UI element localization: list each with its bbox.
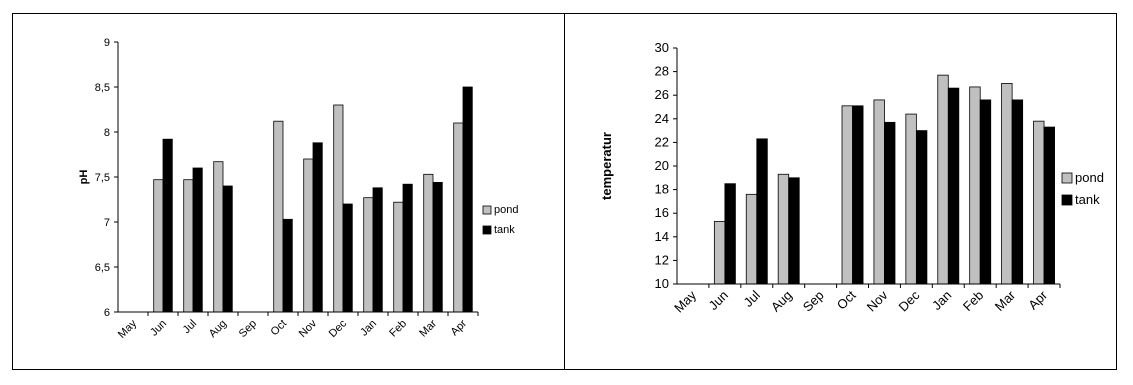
temp-x-tick-label: Aug <box>768 288 795 315</box>
ph-y-tick-label: 8,5 <box>95 82 110 94</box>
ph-bar-pond-nov <box>303 158 314 313</box>
temp-bar-tank-aug <box>788 177 800 285</box>
temp-bar-pond-aug <box>777 173 790 285</box>
ph-y-axis-title: pH <box>78 170 90 185</box>
ph-bar-pond-feb <box>393 201 404 313</box>
ph-bar-pond-jul <box>183 179 194 313</box>
temp-x-tick-label: Jul <box>741 287 763 309</box>
temp-bar-pond-nov <box>873 99 885 285</box>
temp-x-tick-label: Jun <box>706 288 731 313</box>
ph-x-tick-label: Aug <box>207 318 229 340</box>
temp-y-tick-label: 10 <box>655 276 669 291</box>
temp-bar-tank-jan <box>947 87 960 285</box>
ph-x-tick-label: Dec <box>327 317 350 340</box>
ph-x-tick-label: Nov <box>297 317 320 340</box>
temp-bar-tank-oct <box>852 105 864 285</box>
temp-x-tick-label: Apr <box>1025 287 1050 312</box>
ph-legend-label-pond: pond <box>494 204 518 216</box>
ph-bar-tank-jun <box>162 138 173 313</box>
temp-y-tick-label: 14 <box>655 229 669 244</box>
ph-bar-pond-jun <box>153 179 164 313</box>
temp-x-tick-label: Feb <box>960 288 986 314</box>
ph-x-tick-label: Mar <box>417 317 439 339</box>
temp-y-tick-label: 16 <box>655 205 669 220</box>
temp-y-tick-label: 18 <box>655 182 669 197</box>
temp-y-tick-label: 30 <box>655 40 669 55</box>
ph-x-tick-label: May <box>116 317 140 341</box>
ph-legend-label-tank: tank <box>494 224 515 236</box>
temp-bar-tank-mar <box>1011 99 1024 285</box>
ph-x-tick-label: Sep <box>237 318 259 340</box>
temp-y-tick-label: 22 <box>655 134 669 149</box>
temp-x-tick-label: Sep <box>800 288 827 315</box>
ph-legend-swatch-tank <box>482 225 492 235</box>
temp-bar-pond-mar <box>1001 83 1013 285</box>
ph-bar-tank-jul <box>192 167 203 313</box>
ph-chart-panel: 6 6,5 7 7,5 8 8,5 9 May Jun Jul Aug Sep Oct Nov Dec Jan… <box>12 13 565 370</box>
ph-x-tick-label: Jun <box>148 318 169 339</box>
temp-x-tick-label: Jan <box>929 288 954 313</box>
temp-bar-tank-apr <box>1043 126 1055 285</box>
ph-y-tick-label: 7,5 <box>95 172 110 184</box>
ph-x-tick-label: Oct <box>269 318 290 339</box>
temp-y-tick-label: 12 <box>655 252 669 267</box>
temp-y-tick-label: 20 <box>655 158 669 173</box>
ph-y-tick-label: 7 <box>104 217 110 229</box>
temp-bar-pond-jul <box>745 193 758 285</box>
temp-bar-tank-dec <box>915 130 928 285</box>
temp-bar-pond-feb <box>969 86 981 285</box>
temp-bar-pond-oct <box>841 105 853 285</box>
temp-bar-pond-dec <box>905 113 917 285</box>
temp-legend-label-pond: pond <box>1075 170 1104 185</box>
temp-x-tick-label: May <box>671 287 699 315</box>
ph-chart: 6 6,5 7 7,5 8 8,5 9 May Jun Jul Aug Sep Oct Nov Dec Jan… <box>78 37 518 341</box>
ph-x-tick-label: Jan <box>358 318 379 339</box>
ph-bar-tank-jan <box>372 187 383 313</box>
ph-bar-pond-mar <box>423 173 434 313</box>
temp-y-tick-label: 26 <box>655 87 669 102</box>
ph-bar-pond-jan <box>363 197 374 313</box>
ph-bar-tank-nov <box>312 142 323 313</box>
temp-bar-pond-jan <box>937 74 949 285</box>
temp-x-tick-label: Mar <box>992 287 1019 314</box>
ph-bar-pond-apr <box>453 122 464 313</box>
ph-bar-tank-apr <box>462 86 473 313</box>
ph-bar-tank-feb <box>402 183 413 313</box>
temp-bar-pond-apr <box>1033 120 1045 285</box>
temp-legend-swatch-tank <box>1061 194 1073 206</box>
temp-x-tick-label: Oct <box>834 287 859 312</box>
temp-x-tick-label: Dec <box>896 287 923 314</box>
temp-bar-tank-jul <box>756 138 768 285</box>
temperature-chart-panel: 10 12 14 16 18 20 22 24 26 28 30 May Jun Jul Aug Sep Oct… <box>564 13 1117 370</box>
ph-x-tick-label: Jul <box>181 318 199 336</box>
ph-bar-pond-dec <box>333 104 344 313</box>
ph-bar-pond-aug <box>213 161 224 313</box>
temp-x-tick-label: Nov <box>864 287 891 314</box>
ph-bar-tank-aug <box>222 185 233 313</box>
temperature-chart: 10 12 14 16 18 20 22 24 26 28 30 May Jun Jul Aug Sep Oct… <box>599 40 1104 315</box>
temp-y-tick-label: 24 <box>655 111 669 126</box>
ph-y-tick-label: 9 <box>104 37 110 49</box>
ph-x-tick-label: Apr <box>449 317 470 338</box>
ph-y-tick-label: 8 <box>104 127 110 139</box>
temp-legend-label-tank: tank <box>1075 192 1100 207</box>
temp-bar-pond-jun <box>713 221 726 285</box>
ph-bar-pond-oct <box>273 120 284 313</box>
temp-bar-tank-nov <box>884 121 896 285</box>
temp-y-axis-title: temperatur <box>599 132 614 200</box>
ph-legend-swatch-pond <box>482 205 492 215</box>
ph-x-tick-label: Feb <box>387 318 409 340</box>
temp-y-tick-label: 28 <box>655 64 669 79</box>
temp-bar-tank-jun <box>724 183 736 285</box>
ph-y-tick-label: 6 <box>104 307 110 319</box>
ph-y-tick-label: 6,5 <box>95 262 110 274</box>
ph-bar-tank-oct <box>282 218 293 313</box>
ph-bar-tank-mar <box>432 181 443 313</box>
temp-bar-tank-feb <box>979 99 992 285</box>
temp-legend-swatch-pond <box>1061 172 1073 184</box>
ph-bar-tank-dec <box>342 203 353 313</box>
